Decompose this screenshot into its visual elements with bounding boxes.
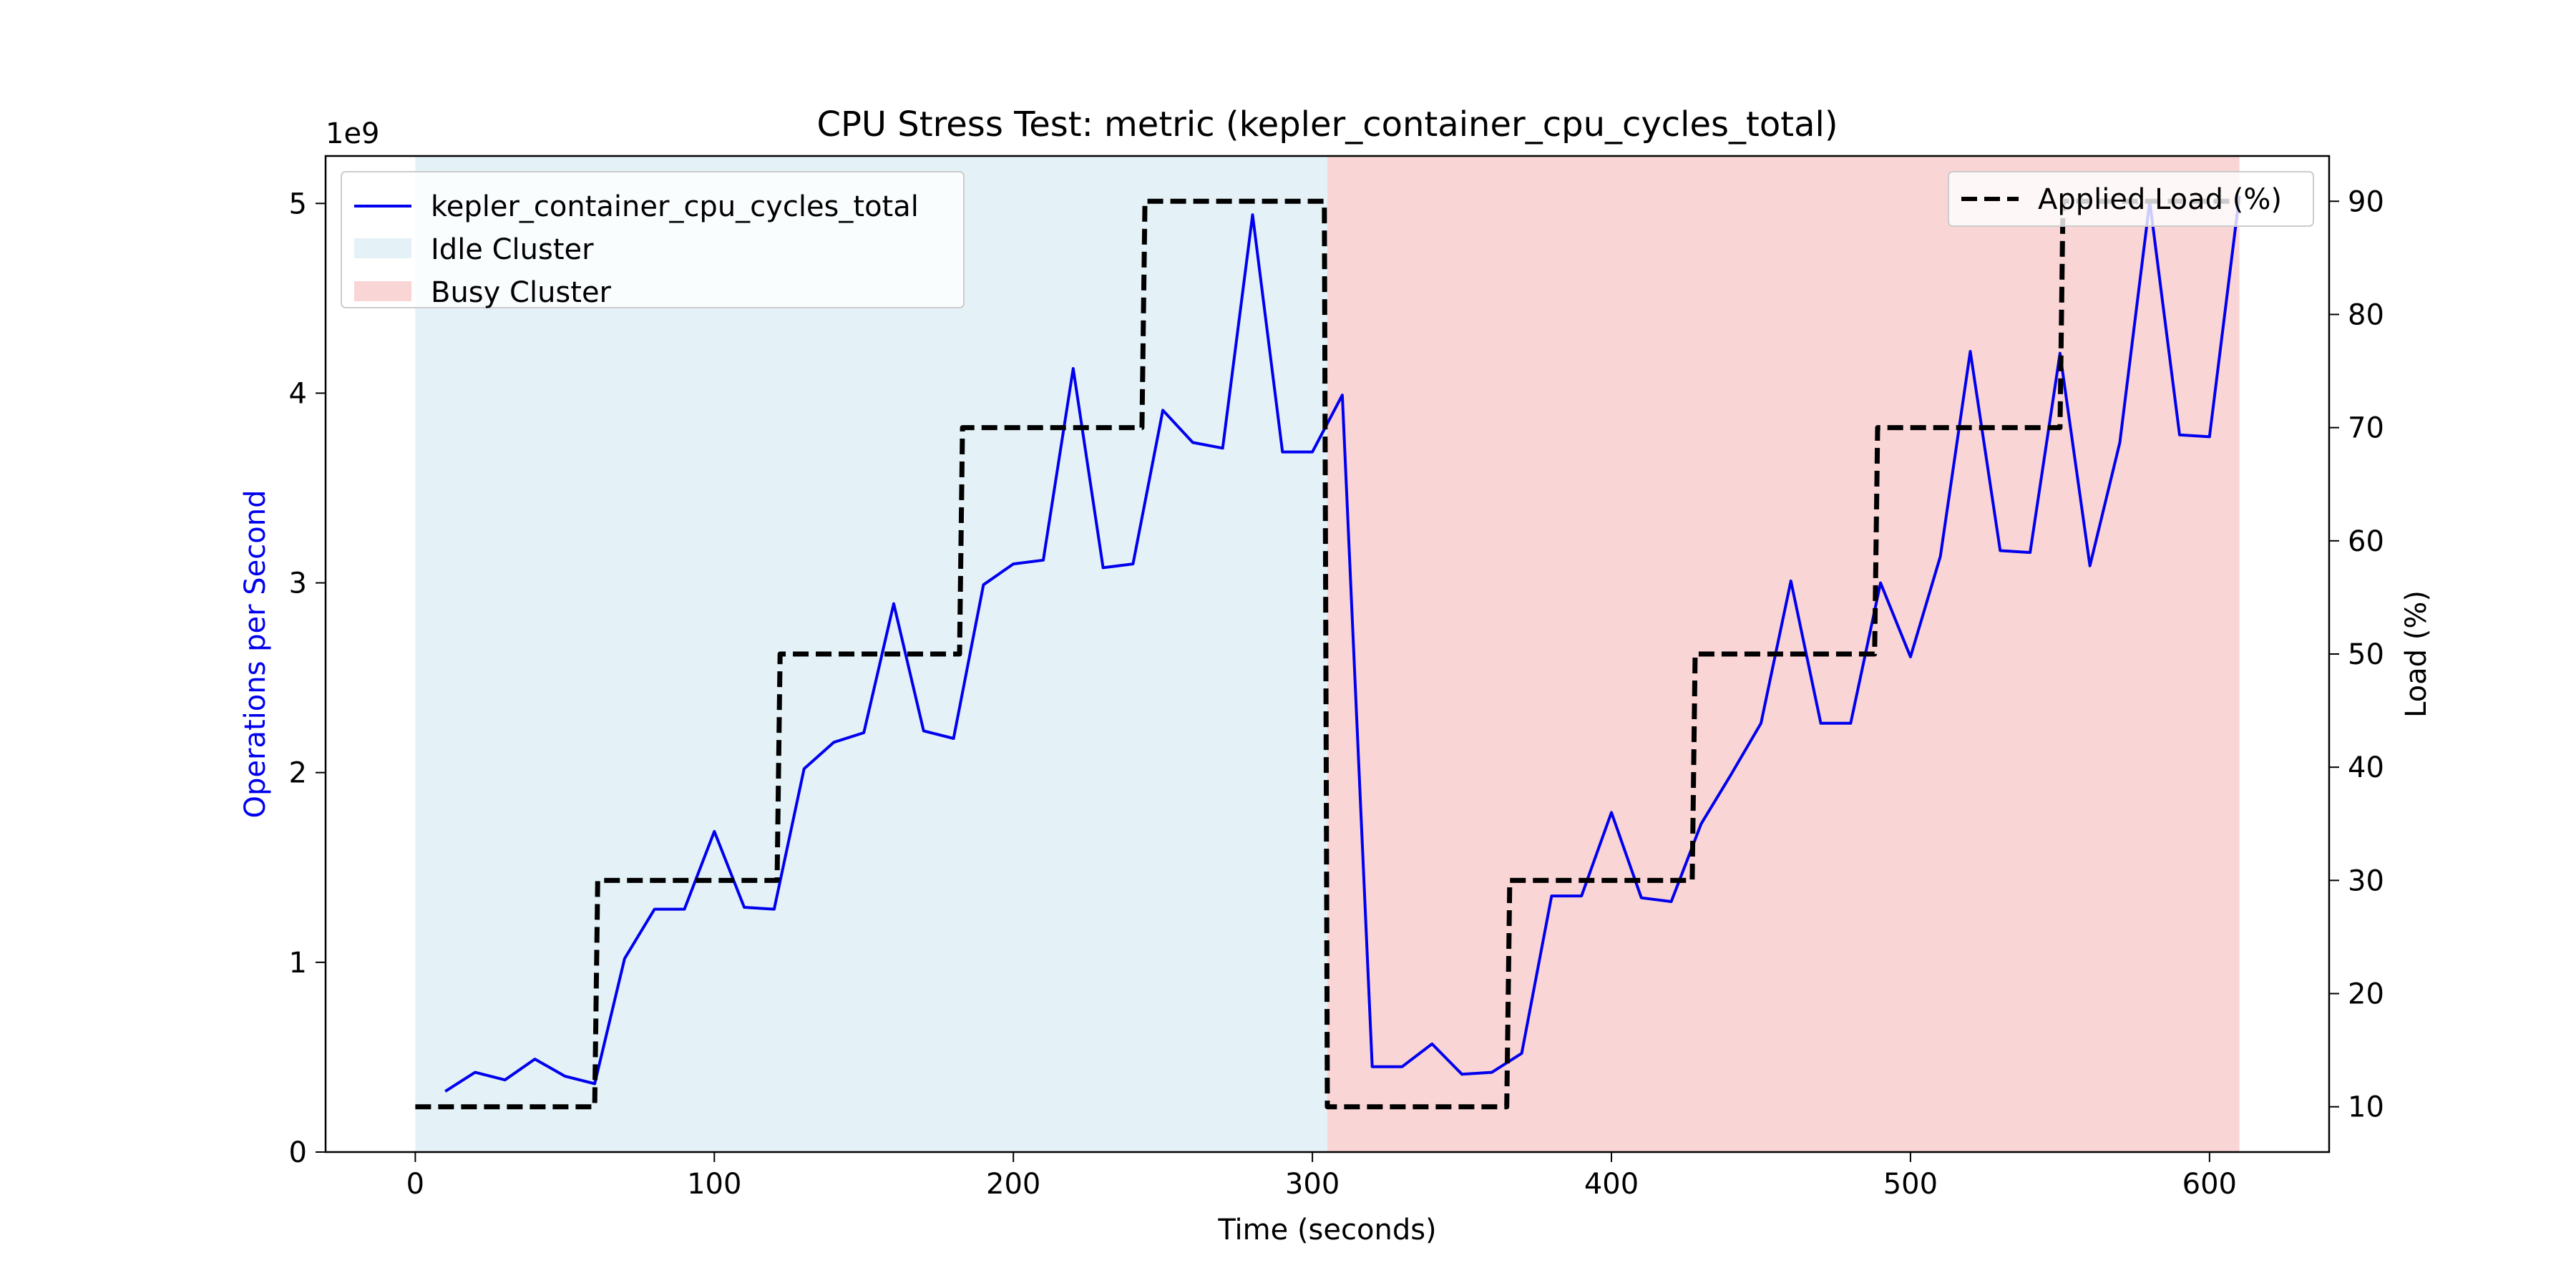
x-tick-label: 600 (2182, 1168, 2237, 1201)
y-tick-label: 5 (289, 187, 307, 220)
x-tick-label: 500 (1883, 1168, 1938, 1201)
y-tick-label: 1 (289, 947, 307, 980)
y-tick-label: 0 (289, 1136, 307, 1169)
y-tick-label: 4 (289, 377, 307, 410)
y2-tick-label: 30 (2348, 864, 2384, 897)
x-tick-label: 100 (687, 1168, 741, 1201)
x-axis-label: Time (seconds) (1217, 1214, 1436, 1246)
legend-label-applied-load: Applied Load (%) (2038, 183, 2282, 216)
y-axis-offset-label: 1e9 (326, 117, 380, 150)
legend-label-cpu-cycles: kepler_container_cpu_cycles_total (431, 190, 919, 223)
legend-left: kepler_container_cpu_cycles_total Idle C… (341, 171, 965, 309)
chart-title: CPU Stress Test: metric (kepler_containe… (816, 104, 1838, 145)
y2-tick-label: 90 (2348, 185, 2384, 218)
y-axis-left-label: Operations per Second (239, 490, 272, 819)
x-tick-label: 300 (1285, 1168, 1340, 1201)
legend-label-busy-cluster: Busy Cluster (431, 276, 612, 309)
y-tick-label: 2 (289, 757, 307, 790)
plot-lines (415, 195, 2241, 1110)
x-axis-ticks: 0 100 200 300 400 500 600 (406, 1152, 2237, 1201)
y2-tick-label: 60 (2348, 525, 2384, 558)
x-tick-label: 400 (1584, 1168, 1639, 1201)
x-tick-label: 200 (986, 1168, 1040, 1201)
x-tick-label: 0 (406, 1168, 424, 1201)
legend-swatch-idle-cluster (354, 238, 411, 258)
y2-tick-label: 80 (2348, 298, 2384, 331)
y-axis-right-label: Load (%) (2400, 590, 2433, 718)
y2-tick-label: 50 (2348, 638, 2384, 671)
legend-right: Applied Load (%) (1948, 171, 2314, 227)
legend-right-box (1948, 171, 2314, 227)
y2-tick-label: 70 (2348, 412, 2384, 445)
legend-swatch-busy-cluster (354, 281, 411, 301)
y2-tick-label: 40 (2348, 751, 2384, 784)
y-axis-left-ticks: 0 1 2 3 4 5 (289, 187, 326, 1169)
y2-tick-label: 20 (2348, 978, 2384, 1011)
y-tick-label: 3 (289, 567, 307, 600)
region-busy-cluster (1327, 156, 2240, 1152)
y2-tick-label: 10 (2348, 1091, 2384, 1124)
legend-label-idle-cluster: Idle Cluster (431, 233, 594, 266)
shaded-regions (415, 156, 2240, 1152)
legend-left-box (341, 171, 965, 308)
y-axis-right-ticks: 10 20 30 40 50 60 70 80 90 (2329, 185, 2384, 1124)
series-line-applied-load (415, 198, 2240, 1110)
series-line-cpu-cycles (444, 195, 2241, 1093)
